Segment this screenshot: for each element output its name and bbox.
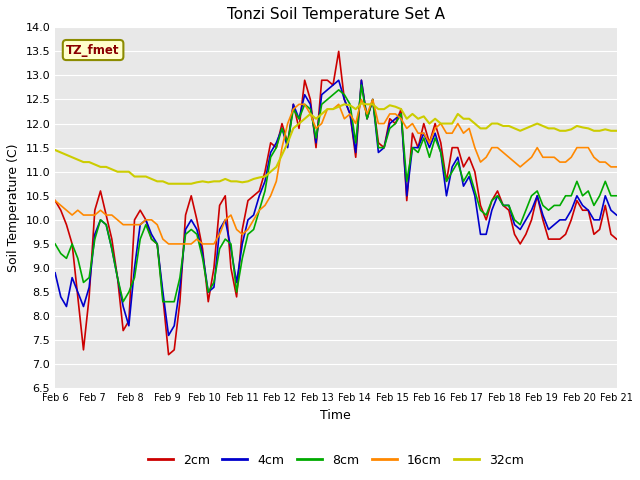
4cm (335, 77, 342, 83)
2cm (579, 207, 586, 213)
4cm (188, 217, 195, 223)
16cm (397, 116, 405, 121)
Line: 4cm: 4cm (55, 80, 616, 336)
32cm (358, 100, 365, 106)
Y-axis label: Soil Temperature (C): Soil Temperature (C) (7, 144, 20, 272)
16cm (579, 145, 586, 151)
Line: 32cm: 32cm (55, 103, 616, 184)
4cm (51, 270, 59, 276)
4cm (352, 150, 360, 156)
16cm (612, 164, 620, 170)
32cm (164, 181, 172, 187)
Legend: 2cm, 4cm, 8cm, 16cm, 32cm: 2cm, 4cm, 8cm, 16cm, 32cm (143, 449, 529, 472)
16cm (164, 241, 172, 247)
32cm (346, 102, 354, 108)
Line: 8cm: 8cm (55, 85, 616, 302)
32cm (596, 128, 604, 133)
2cm (51, 198, 59, 204)
8cm (579, 193, 586, 199)
X-axis label: Time: Time (321, 409, 351, 422)
16cm (346, 111, 354, 117)
2cm (335, 48, 342, 54)
8cm (51, 241, 59, 247)
4cm (397, 111, 405, 117)
32cm (612, 128, 620, 133)
2cm (352, 155, 360, 160)
2cm (188, 193, 195, 199)
32cm (51, 147, 59, 153)
4cm (159, 289, 166, 295)
8cm (397, 111, 405, 117)
2cm (612, 236, 620, 242)
8cm (596, 193, 604, 199)
16cm (358, 96, 365, 102)
8cm (358, 82, 365, 88)
2cm (164, 352, 172, 358)
Title: Tonzi Soil Temperature Set A: Tonzi Soil Temperature Set A (227, 7, 445, 22)
2cm (159, 294, 166, 300)
4cm (612, 212, 620, 218)
8cm (188, 227, 195, 232)
16cm (159, 236, 166, 242)
16cm (596, 159, 604, 165)
8cm (612, 193, 620, 199)
2cm (596, 227, 604, 232)
4cm (596, 217, 604, 223)
32cm (397, 106, 405, 112)
2cm (397, 106, 405, 112)
32cm (188, 181, 195, 187)
8cm (346, 101, 354, 107)
32cm (159, 179, 166, 184)
4cm (579, 203, 586, 208)
Line: 16cm: 16cm (55, 99, 616, 244)
Text: TZ_fmet: TZ_fmet (67, 44, 120, 57)
Line: 2cm: 2cm (55, 51, 616, 355)
32cm (579, 124, 586, 130)
8cm (119, 299, 127, 305)
8cm (164, 299, 172, 305)
16cm (188, 241, 195, 247)
16cm (51, 198, 59, 204)
4cm (164, 333, 172, 338)
